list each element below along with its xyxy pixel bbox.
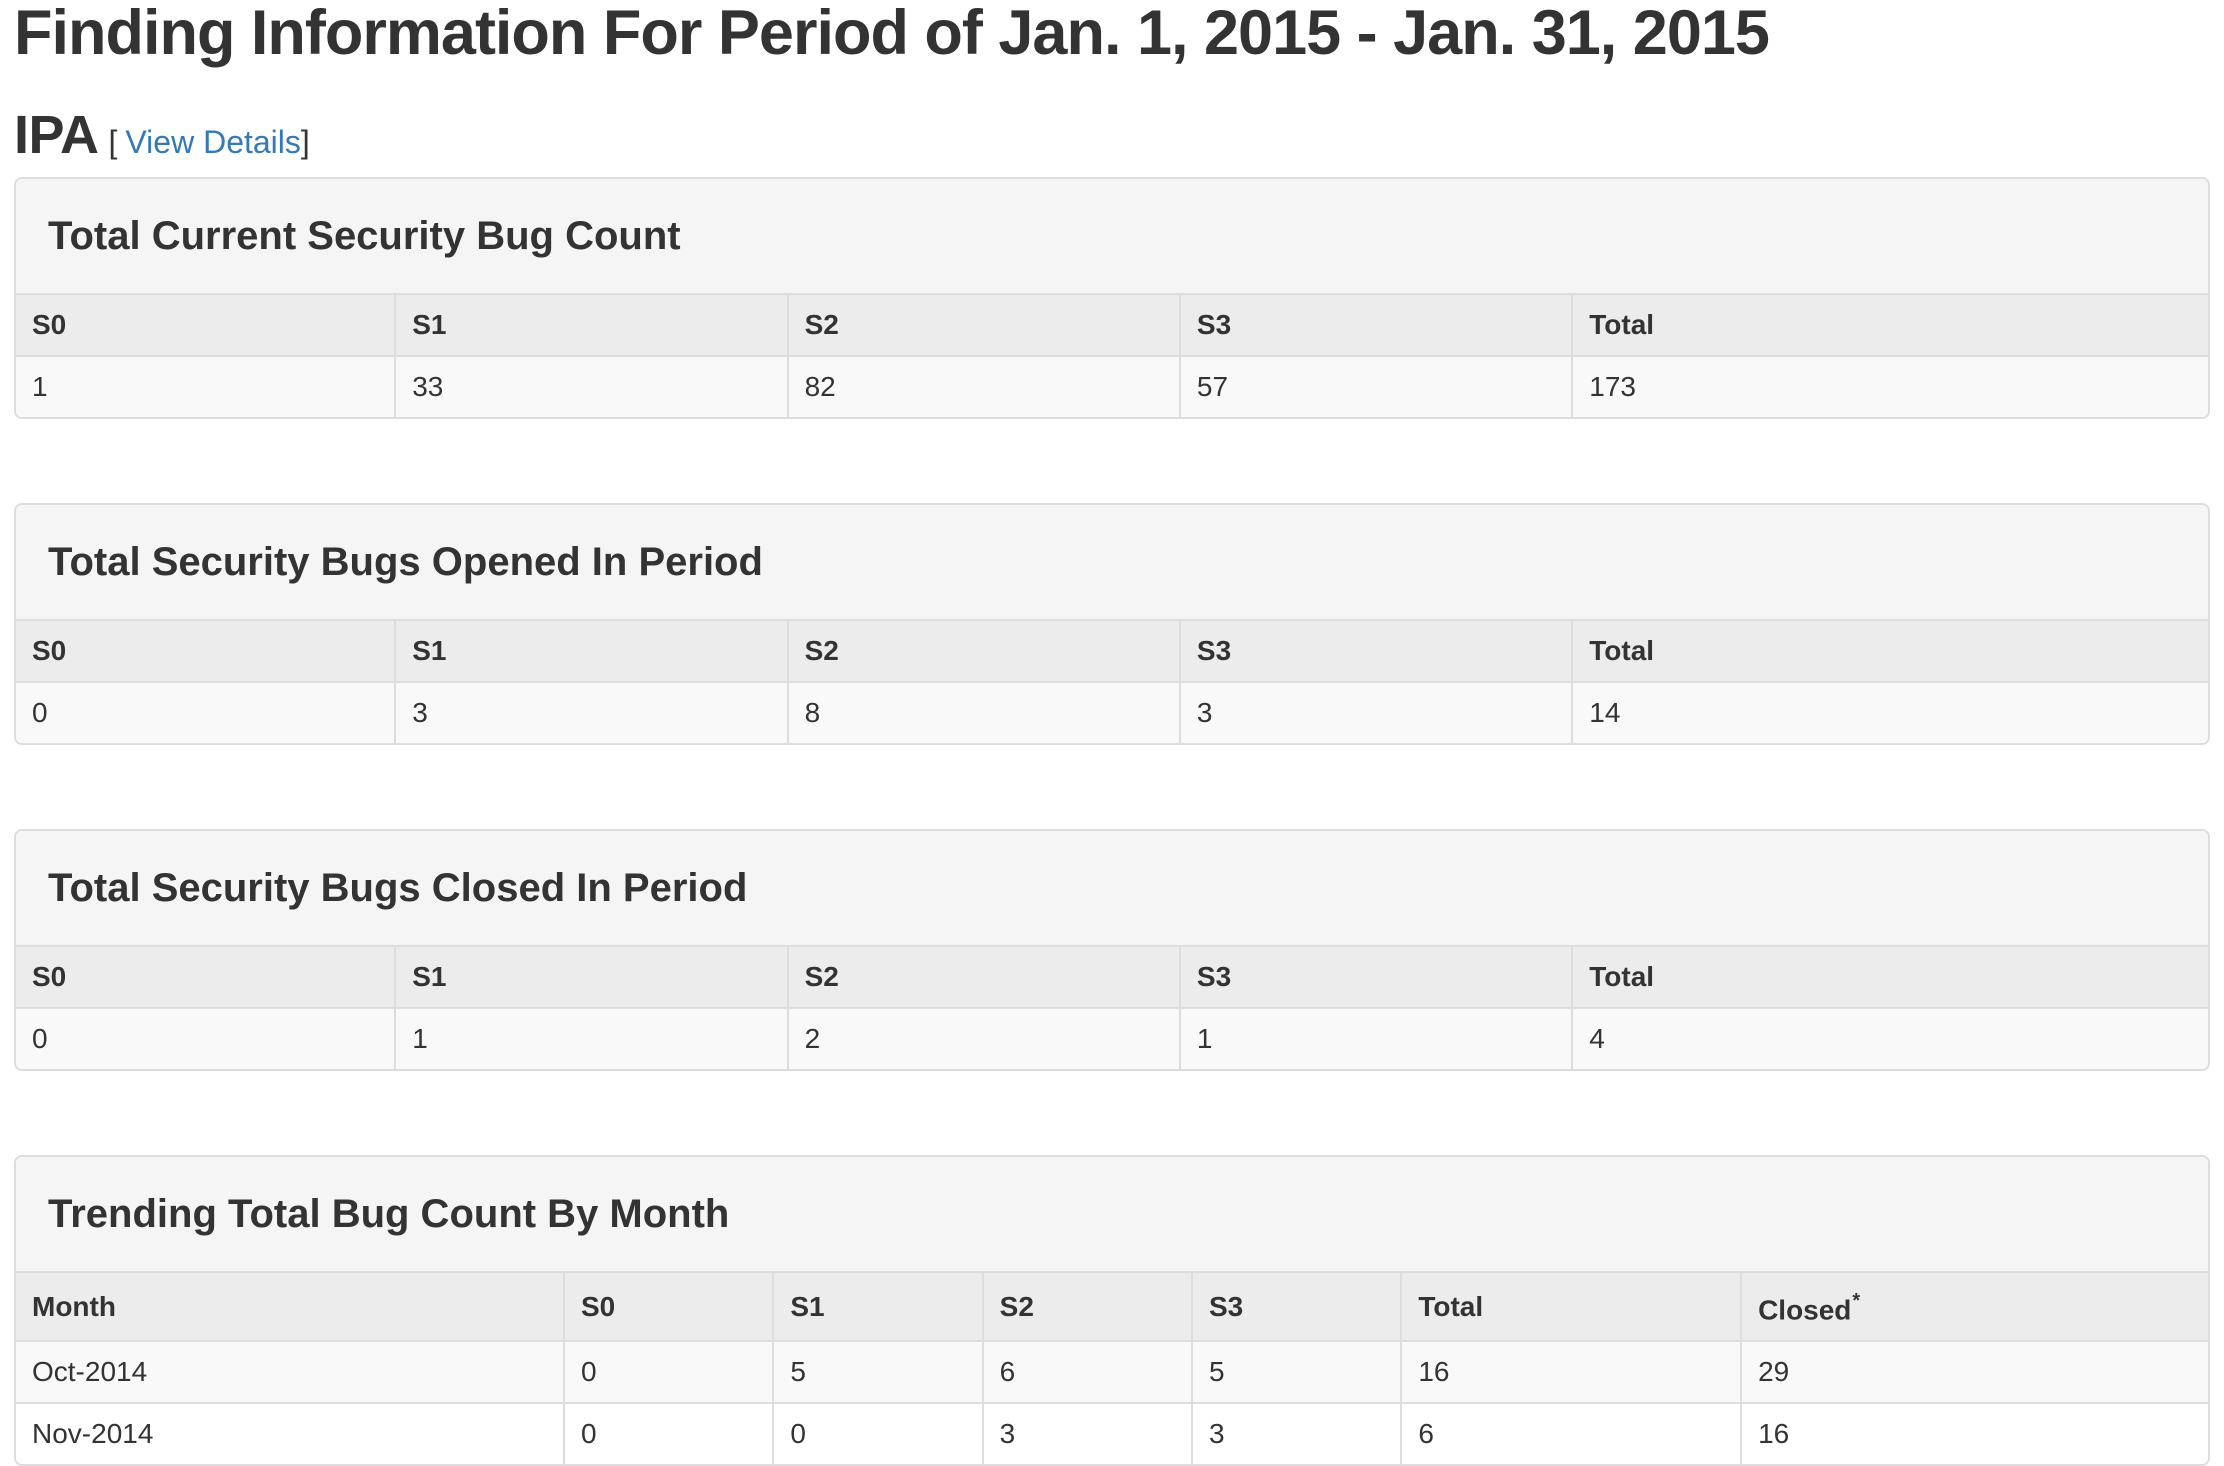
cell-s1: 33 [394, 356, 788, 417]
table-header-row: S0 S1 S2 S3 Total [16, 621, 2208, 683]
bracket-open: [ [108, 124, 118, 160]
panel-title: Trending Total Bug Count By Month [48, 1192, 730, 1236]
cell-total: 6 [1400, 1402, 1742, 1465]
table-row-oct-2014: Oct-2014 0 5 6 5 16 29 [16, 1341, 2208, 1404]
cell-s3: 3 [1178, 682, 1573, 743]
closed-header-label: Closed [1758, 1294, 1852, 1326]
cell-closed: 16 [1740, 1402, 2208, 1465]
column-header-s0: S0 [16, 947, 396, 1009]
cell-s3: 1 [1178, 1008, 1573, 1069]
panel-trending-bug-count-by-month: Trending Total Bug Count By Month Month … [14, 1155, 2210, 1466]
column-header-total: Total [1571, 295, 2208, 357]
column-header-total: Total [1571, 621, 2208, 683]
column-header-s2: S2 [981, 1273, 1192, 1343]
column-header-s2: S2 [786, 947, 1180, 1009]
panel-heading: Total Current Security Bug Count [16, 179, 2208, 295]
panel-heading: Trending Total Bug Count By Month [16, 1157, 2208, 1273]
cell-month: Nov-2014 [16, 1402, 564, 1465]
column-header-s0: S0 [16, 295, 396, 357]
page-title: Finding Information For Period of Jan. 1… [14, 0, 1770, 68]
cell-total: 16 [1400, 1341, 1742, 1404]
bugs-closed-table: S0 S1 S2 S3 Total 0 1 2 1 4 [16, 947, 2208, 1069]
view-details-link[interactable]: View Details [125, 124, 301, 160]
cell-s3: 3 [1190, 1402, 1402, 1465]
cell-total: 4 [1571, 1008, 2208, 1069]
bugs-opened-table: S0 S1 S2 S3 Total 0 3 8 3 14 [16, 621, 2208, 743]
cell-s1: 5 [772, 1341, 983, 1404]
cell-total: 14 [1571, 682, 2208, 743]
column-header-s1: S1 [394, 947, 788, 1009]
cell-month: Oct-2014 [16, 1341, 564, 1404]
cell-s1: 0 [772, 1402, 983, 1465]
cell-s2: 82 [786, 356, 1180, 417]
column-header-s3: S3 [1178, 621, 1573, 683]
panel-bugs-closed-in-period: Total Security Bugs Closed In Period S0 … [14, 829, 2210, 1071]
cell-s0: 0 [16, 1008, 396, 1069]
table-header-row: S0 S1 S2 S3 Total [16, 295, 2208, 357]
cell-s0: 1 [16, 356, 396, 417]
cell-s2: 8 [786, 682, 1180, 743]
panel-total-current-security-bug-count: Total Current Security Bug Count S0 S1 S… [14, 177, 2210, 419]
column-header-s3: S3 [1178, 295, 1573, 357]
table-row: 0 3 8 3 14 [16, 682, 2208, 743]
table-row: 1 33 82 57 173 [16, 356, 2208, 417]
table-row: 0 1 2 1 4 [16, 1008, 2208, 1069]
column-header-s2: S2 [786, 295, 1180, 357]
cell-s1: 1 [394, 1008, 788, 1069]
cell-s2: 6 [981, 1341, 1192, 1404]
panel-heading: Total Security Bugs Opened In Period [16, 505, 2208, 621]
table-row-nov-2014: Nov-2014 0 0 3 3 6 16 [16, 1402, 2208, 1465]
closed-footnote-marker: * [1852, 1290, 1861, 1312]
cell-closed: 29 [1740, 1341, 2208, 1404]
table-header-row: S0 S1 S2 S3 Total [16, 947, 2208, 1009]
panel-title: Total Security Bugs Closed In Period [48, 866, 748, 910]
column-header-s1: S1 [394, 621, 788, 683]
panel-heading: Total Security Bugs Closed In Period [16, 831, 2208, 947]
column-header-s3: S3 [1178, 947, 1573, 1009]
current-bug-count-table: S0 S1 S2 S3 Total 1 33 82 57 173 [16, 295, 2208, 417]
trending-table: Month S0 S1 S2 S3 Total Closed* Oct-2014… [16, 1273, 2208, 1465]
column-header-s3: S3 [1190, 1273, 1402, 1343]
column-header-s1: S1 [394, 295, 788, 357]
column-header-s0: S0 [16, 621, 396, 683]
column-header-month: Month [16, 1273, 564, 1343]
cell-s3: 57 [1178, 356, 1573, 417]
cell-s2: 2 [786, 1008, 1180, 1069]
panel-title: Total Current Security Bug Count [48, 214, 681, 258]
table-header-row: Month S0 S1 S2 S3 Total Closed* [16, 1273, 2208, 1343]
cell-s0: 0 [562, 1341, 774, 1404]
cell-s3: 5 [1190, 1341, 1402, 1404]
column-header-total: Total [1400, 1273, 1742, 1343]
column-header-total: Total [1571, 947, 2208, 1009]
column-header-s2: S2 [786, 621, 1180, 683]
cell-s0: 0 [16, 682, 396, 743]
product-header: IPA[View Details] [14, 105, 2210, 165]
bracket-close: ] [300, 124, 310, 160]
cell-s2: 3 [981, 1402, 1192, 1465]
column-header-closed: Closed* [1740, 1273, 2208, 1343]
panel-title: Total Security Bugs Opened In Period [48, 540, 763, 584]
panel-bugs-opened-in-period: Total Security Bugs Opened In Period S0 … [14, 503, 2210, 745]
column-header-s1: S1 [772, 1273, 983, 1343]
cell-total: 173 [1571, 356, 2208, 417]
product-name: IPA [14, 105, 99, 165]
column-header-s0: S0 [562, 1273, 774, 1343]
cell-s0: 0 [562, 1402, 774, 1465]
cell-s1: 3 [394, 682, 788, 743]
